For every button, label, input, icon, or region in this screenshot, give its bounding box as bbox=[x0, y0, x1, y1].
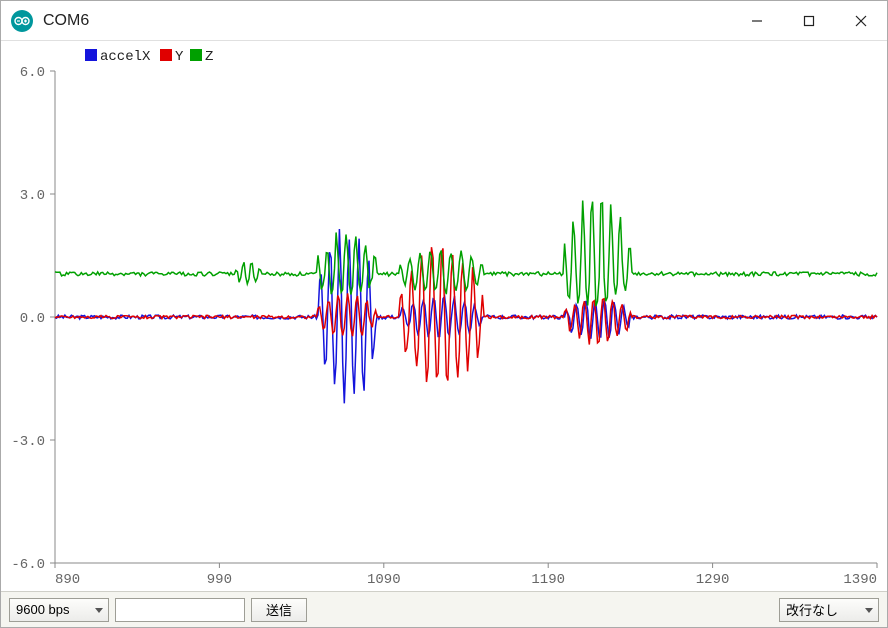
svg-text:6.0: 6.0 bbox=[20, 65, 45, 81]
titlebar: COM6 bbox=[1, 1, 887, 41]
line-ending-dropdown[interactable]: 改行なし bbox=[779, 598, 879, 622]
svg-text:accelX: accelX bbox=[100, 49, 151, 65]
window-title: COM6 bbox=[43, 12, 731, 30]
svg-text:Y: Y bbox=[175, 49, 184, 65]
plot-area: -6.0 -3.0 0.0 3.0 6.0 890 990 1090 1190 1290 1390 a… bbox=[1, 41, 887, 591]
arduino-icon bbox=[11, 10, 33, 32]
close-button[interactable] bbox=[835, 1, 887, 40]
svg-text:Z: Z bbox=[205, 49, 213, 65]
bottombar: 9600 bps 送信 改行なし bbox=[1, 591, 887, 627]
serial-plotter-window: COM6 -6.0 -3.0 0.0 3.0 6.0 890 990 1090 1190 1290… bbox=[0, 0, 888, 628]
send-label: 送信 bbox=[266, 600, 292, 619]
svg-text:3.0: 3.0 bbox=[20, 188, 45, 204]
maximize-button[interactable] bbox=[783, 1, 835, 40]
svg-text:0.0: 0.0 bbox=[20, 311, 45, 327]
baud-dropdown[interactable]: 9600 bps bbox=[9, 598, 109, 622]
svg-text:1090: 1090 bbox=[367, 572, 401, 588]
line-ending-selected: 改行なし bbox=[786, 600, 838, 619]
svg-text:1190: 1190 bbox=[531, 572, 565, 588]
baud-selected: 9600 bps bbox=[16, 602, 70, 617]
svg-text:990: 990 bbox=[207, 572, 232, 588]
svg-text:890: 890 bbox=[55, 572, 80, 588]
svg-text:1390: 1390 bbox=[843, 572, 877, 588]
svg-text:-3.0: -3.0 bbox=[11, 434, 45, 450]
minimize-button[interactable] bbox=[731, 1, 783, 40]
window-controls bbox=[731, 1, 887, 40]
svg-text:-6.0: -6.0 bbox=[11, 557, 45, 573]
send-input[interactable] bbox=[115, 598, 245, 622]
plot-svg: -6.0 -3.0 0.0 3.0 6.0 890 990 1090 1190 1290 1390 a… bbox=[1, 41, 887, 591]
send-button[interactable]: 送信 bbox=[251, 598, 307, 622]
svg-text:1290: 1290 bbox=[696, 572, 730, 588]
